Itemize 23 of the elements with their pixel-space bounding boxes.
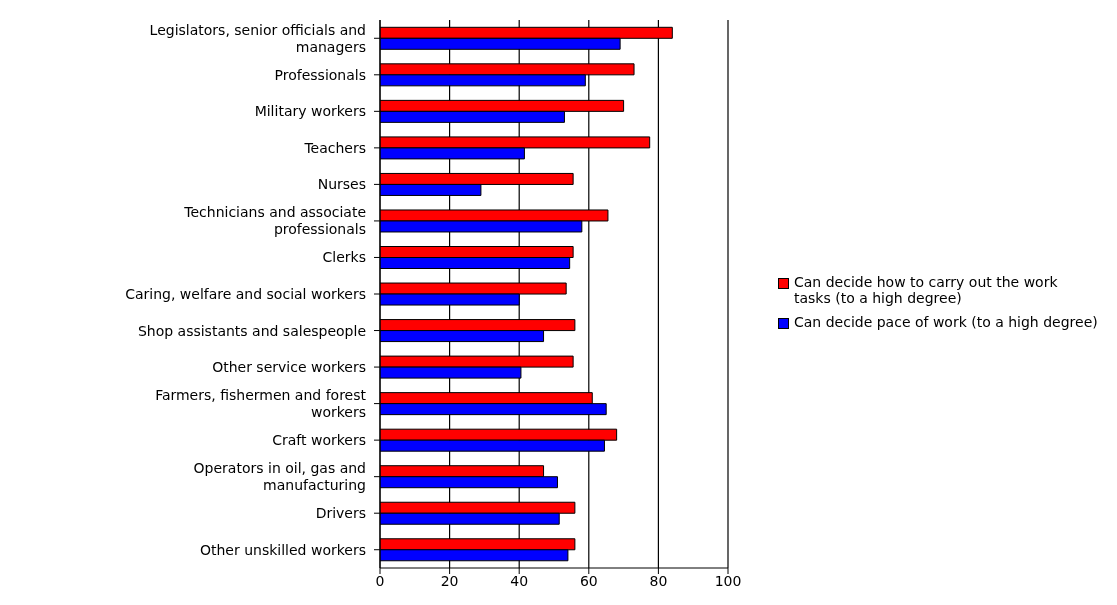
x-tick-label: 0 [375, 572, 385, 589]
y-tick-label: Teachers [303, 139, 366, 156]
y-tick-label: Shop assistants and salespeople [137, 322, 366, 339]
x-tick-label: 80 [649, 572, 668, 589]
legend-label: Can decide how to carry out the work tasks (to a high degree) [794, 273, 1059, 306]
legend-label: Can decide pace of work (to a high degree) [794, 313, 1098, 330]
y-tick-label: Nurses [317, 176, 366, 193]
y-tick-label: Other service workers [212, 359, 366, 376]
y-tick-label: Craft workers [272, 432, 366, 449]
y-tick-label: Farmers, fishermen and forest workers [155, 387, 367, 421]
y-tick-label: Clerks [322, 249, 366, 266]
x-tick-label: 20 [440, 572, 459, 589]
y-tick-label: Technicians and associate professionals [183, 204, 366, 238]
y-tick-label: Professionals [274, 66, 366, 83]
y-tick-label: Caring, welfare and social workers [125, 286, 366, 302]
x-tick-label: 60 [579, 572, 598, 589]
x-tick-label: 40 [510, 572, 529, 589]
y-tick-label: Drivers [315, 505, 366, 522]
y-tick-label: Legislators, senior officials and managers [149, 21, 366, 55]
y-tick-label: Operators in oil, gas and manufacturing [193, 460, 366, 494]
y-tick-label: Other unskilled workers [199, 541, 366, 558]
y-tick-label: Military workers [254, 103, 366, 120]
x-tick-label: 100 [714, 572, 742, 589]
